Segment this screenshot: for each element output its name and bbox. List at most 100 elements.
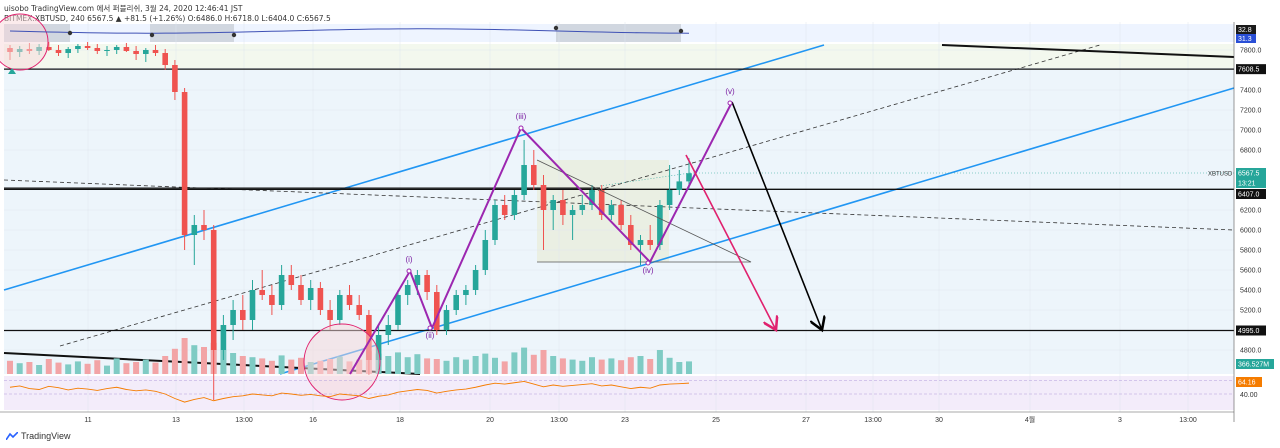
candle-body — [628, 225, 634, 245]
volume-bar — [579, 360, 586, 374]
volume-bar — [521, 347, 528, 374]
elliott-wave-path — [349, 101, 733, 375]
volume-bar — [540, 350, 547, 374]
price-tick-label: 5800.0 — [1240, 248, 1262, 255]
candle-body — [65, 49, 71, 53]
time-tick-label: 18 — [396, 417, 404, 424]
price-tick-label: 7400.0 — [1240, 88, 1262, 95]
chart-header-line-2: BITMEX:XBTUSD, 240 6567.5 ▲ +81.5 (+1.26… — [4, 14, 331, 23]
wave-label: (ii) — [426, 331, 435, 340]
time-scale-ticks[interactable]: 11 13 13:00 16 18 20 13:00 23 25 27 13:00 30 4월 3 13:0… — [84, 415, 1196, 424]
up-arrow-marker — [8, 68, 16, 74]
wave-point — [518, 125, 524, 131]
candle-body — [346, 295, 353, 305]
volume-bar — [113, 358, 120, 374]
price-tick-label: 5200.0 — [1240, 308, 1262, 315]
volume-bar — [288, 359, 295, 374]
candle-body — [463, 290, 469, 295]
wave-label: (i) — [405, 255, 412, 264]
volume-bar — [676, 362, 683, 374]
wave-point — [727, 100, 733, 106]
candle-body — [317, 288, 324, 310]
tradingview-brand[interactable]: TradingView — [6, 431, 71, 441]
candle-body — [618, 205, 624, 225]
candle-body — [298, 285, 304, 300]
candle-body — [492, 205, 498, 240]
top-indicator-label-bg — [1236, 25, 1256, 34]
volume-bar — [181, 338, 188, 374]
volume-bar — [453, 357, 460, 374]
volume-bar — [74, 361, 81, 374]
grid-lines — [4, 22, 1234, 412]
volume-bar — [45, 359, 52, 374]
time-tick-label: 27 — [802, 417, 810, 424]
last-price-line — [599, 172, 691, 187]
volume-bar — [7, 360, 13, 374]
rsi-tick-label: 40.00 — [1240, 392, 1258, 399]
price-tick-label: 6800.0 — [1240, 148, 1262, 155]
rsi-label-bg — [1236, 377, 1262, 387]
time-tick-label: 3 — [1118, 417, 1122, 424]
candle-body — [375, 335, 382, 360]
candle-body — [152, 50, 159, 53]
volume-bar — [268, 360, 275, 374]
candle-body — [686, 173, 692, 182]
candle-body — [598, 190, 605, 215]
candle-body — [560, 200, 566, 215]
top-indicator-point — [553, 25, 559, 31]
price-label: 4995.0 — [1238, 328, 1260, 335]
candle-body — [424, 275, 430, 292]
candle-body — [511, 195, 518, 215]
volume-bar — [133, 362, 140, 374]
volume-bar — [385, 356, 392, 374]
volume-bar — [589, 357, 595, 374]
price-tick-label: 5400.0 — [1240, 288, 1262, 295]
volume-bar — [249, 357, 256, 374]
top-indicator-point — [231, 32, 237, 38]
volume-bar — [511, 352, 518, 374]
volume-bar — [84, 363, 91, 374]
candle-body — [550, 200, 556, 210]
candle-body — [647, 240, 653, 245]
volume-bar — [16, 363, 23, 374]
time-tick-label: 16 — [309, 417, 317, 424]
volume-bar — [404, 357, 411, 374]
volume-bar — [201, 347, 207, 374]
volume-bar — [36, 365, 43, 374]
volume-bar — [627, 357, 634, 374]
volume-bar — [395, 352, 401, 374]
volume-bar — [298, 357, 304, 374]
volume-bar — [433, 359, 440, 374]
price-label: 13:21 — [1238, 181, 1256, 188]
chart-header-line-1: uisobo TradingView.com 에서 퍼블리쉬, 3월 24, 2… — [4, 4, 243, 13]
price-scale-ticks: 7800.0 7400.0 7200.0 7000.0 6800.0 6200.0 6000… — [1240, 48, 1262, 355]
wave-label: (iii) — [516, 112, 527, 121]
volume-bar — [550, 356, 557, 374]
candle-body — [230, 310, 236, 325]
price-scale[interactable] — [1234, 22, 1280, 422]
volume-bar — [414, 354, 421, 374]
volume-bars — [7, 338, 692, 374]
time-tick-label: 4월 — [1025, 415, 1035, 424]
candle-body — [181, 92, 188, 235]
volume-bar — [278, 355, 285, 374]
candle-body — [84, 46, 91, 48]
time-tick-label: 30 — [935, 417, 943, 424]
candle-body — [307, 288, 314, 300]
volume-bar — [472, 356, 479, 374]
time-tick-label: 11 — [84, 417, 91, 424]
top-indicator-point — [149, 32, 155, 38]
triangle-pattern — [536, 159, 752, 263]
rsi-line — [9, 380, 690, 403]
candle-body — [589, 190, 595, 205]
volume-bar — [482, 353, 489, 374]
candle-body — [453, 295, 459, 310]
candle-body — [666, 190, 673, 205]
price-tick-label: 5600.0 — [1240, 268, 1262, 275]
volume-bar — [171, 348, 178, 374]
volume-bar — [152, 362, 159, 374]
candle-body — [46, 47, 52, 50]
price-label-bg — [1236, 325, 1266, 336]
top-indicator-pane — [4, 24, 1234, 42]
